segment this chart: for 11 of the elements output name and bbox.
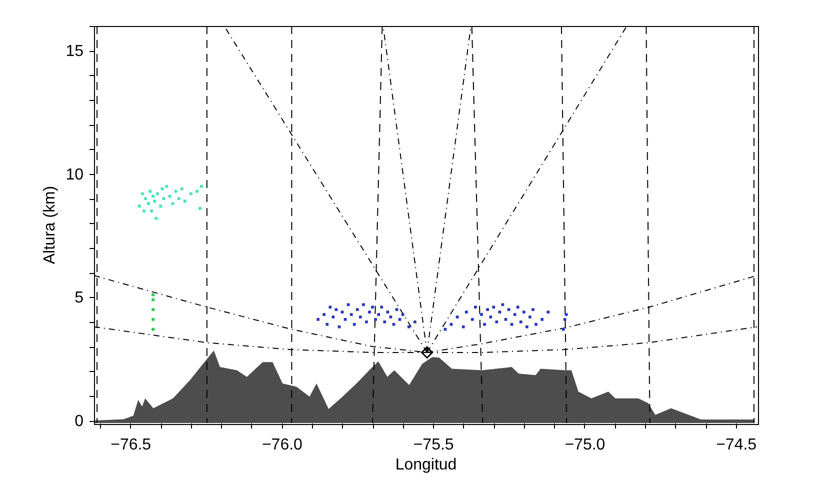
- x-axis-title: Longitud: [395, 456, 457, 474]
- y-tick-label: 15: [66, 43, 84, 60]
- y-axis-title: Altura (km): [42, 186, 59, 264]
- x-tick-label: −75.5: [413, 436, 454, 454]
- y-tick-label: 10: [66, 166, 84, 184]
- y-tick-label: 5: [74, 290, 84, 307]
- y-tick-label: 0: [74, 413, 84, 430]
- x-tick-label: −75.0: [564, 436, 606, 454]
- x-tick-label: −76.0: [262, 436, 303, 454]
- x-tick-label: −74.5: [716, 436, 757, 454]
- x-tick-label: −76.5: [110, 436, 152, 454]
